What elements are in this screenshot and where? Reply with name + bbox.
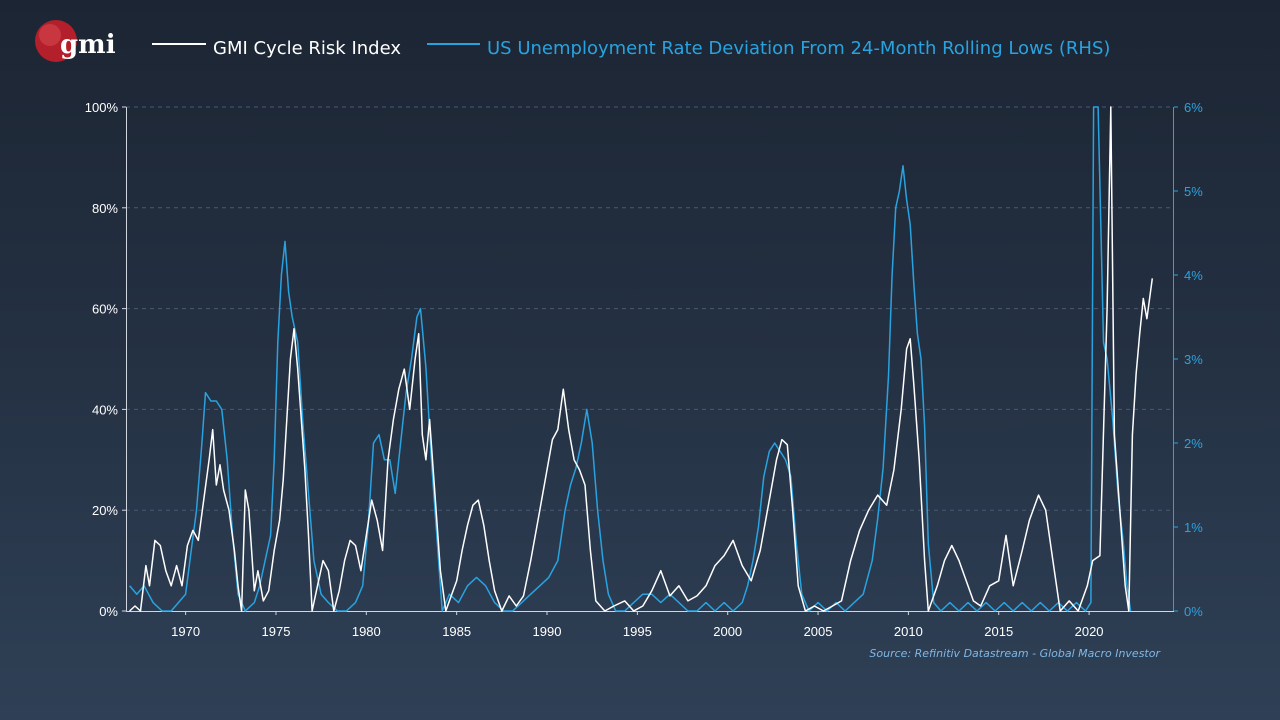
y-right-tick-label: 3% <box>1184 352 1203 367</box>
y-right-tick-label: 0% <box>1184 604 1203 619</box>
series-line-gmi <box>129 106 1154 612</box>
series-line-unemployment <box>129 106 1132 612</box>
grid-lines <box>126 106 1174 511</box>
series-layer <box>129 106 1154 612</box>
y-right-tick-label: 2% <box>1184 436 1203 451</box>
y-right-ticks: 0% 1% 2% 3% 4% 5% 6% <box>1174 100 1203 619</box>
x-tick-label: 2005 <box>804 624 833 639</box>
y-right-tick-label: 1% <box>1184 520 1203 535</box>
y-left-tick-label: 80% <box>92 201 118 216</box>
y-left-tick-label: 40% <box>92 402 118 417</box>
legend-label-unemployment: US Unemployment Rate Deviation From 24-M… <box>487 38 1110 59</box>
x-tick-label: 1980 <box>352 624 381 639</box>
y-right-tick-label: 4% <box>1184 268 1203 283</box>
x-tick-label: 2000 <box>713 624 742 639</box>
globe-highlight <box>39 24 61 46</box>
gmi-logo: gmi <box>35 20 116 62</box>
y-right-tick-label: 6% <box>1184 100 1203 115</box>
y-left-ticks: 0% 20% 40% 60% 80% 100% <box>85 100 126 619</box>
y-right-tick-label: 5% <box>1184 184 1203 199</box>
x-tick-label: 1990 <box>533 624 562 639</box>
y-left-tick-label: 20% <box>92 503 118 518</box>
source-note: Source: Refinitiv Datastream - Global Ma… <box>869 647 1161 660</box>
x-tick-label: 1970 <box>171 624 200 639</box>
x-tick-label: 1985 <box>442 624 471 639</box>
x-tick-label: 2010 <box>894 624 923 639</box>
x-tick-label: 1975 <box>262 624 291 639</box>
plot-area: 0%20%40%60%80%100% 0%1%2%3%4%5%6% 1970 19… <box>85 100 1203 639</box>
x-tick-label: 2020 <box>1075 624 1104 639</box>
y-left-tick-label: 100% <box>85 100 119 115</box>
x-tick-label: 1995 <box>623 624 652 639</box>
x-ticks: 1970 1975 1980 1985 1990 1995 2000 2005 2010 2015… <box>171 611 1104 639</box>
legend-label-gmi: GMI Cycle Risk Index <box>213 38 401 59</box>
x-tick-label: 2015 <box>984 624 1013 639</box>
y-left-tick-label: 0% <box>99 604 118 619</box>
y-left-tick-label: 60% <box>92 302 118 317</box>
logo-text: gmi <box>60 30 116 60</box>
legend: GMI Cycle Risk Index US Unemployment Rat… <box>152 38 1110 59</box>
